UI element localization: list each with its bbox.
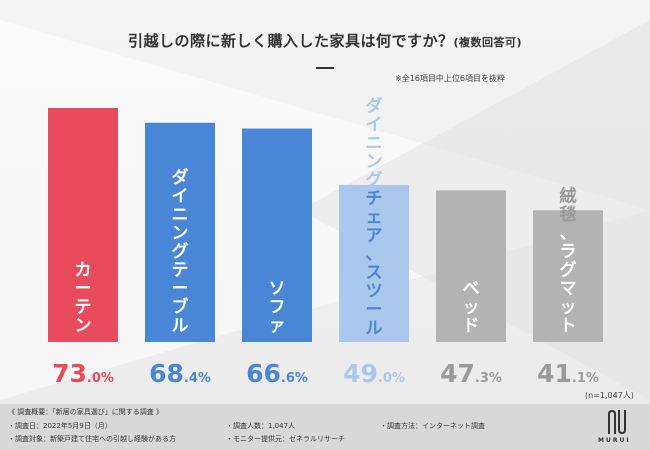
footer-method: ・調査方法：インターネット調査 bbox=[380, 422, 485, 430]
bar-label-6: 絨毯、ラグマット bbox=[560, 186, 577, 337]
title-underline bbox=[316, 67, 334, 69]
bar-6 bbox=[533, 210, 603, 342]
value-label-5: 47.3% bbox=[440, 359, 502, 388]
bar-1 bbox=[48, 108, 118, 342]
chart-title: 引越しの際に新しく購入した家具は何ですか？(複数回答可) bbox=[0, 30, 650, 51]
footer-heading: 《 調査概要：「新居の家具選び」に関する調査 》 bbox=[8, 408, 163, 416]
bar-label-1: カーテン bbox=[75, 261, 92, 337]
value-label-4: 49.0% bbox=[343, 359, 405, 388]
bar-4 bbox=[339, 184, 409, 342]
sample-size-note: (n=1,047人) bbox=[585, 391, 634, 400]
brand-name: MURUI bbox=[598, 437, 631, 444]
footer-count: ・調査人数：1,047人 bbox=[226, 422, 296, 430]
value-label-6: 41.1% bbox=[537, 359, 599, 388]
footer-provider: ・モニター提供元：ゼネラルリサーチ bbox=[226, 435, 345, 443]
survey-footer: 《 調査概要：「新居の家具選び」に関する調査 》 ・調査日：2022年5月9日（… bbox=[0, 404, 650, 450]
bar-label-2: ダイニングテーブル bbox=[172, 167, 189, 336]
value-label-3: 66.6% bbox=[246, 359, 308, 388]
bar-5 bbox=[436, 190, 506, 342]
bar-label-5: ベッド bbox=[463, 279, 480, 336]
chart-title-main: 引越しの際に新しく購入した家具は何ですか？ bbox=[127, 32, 454, 50]
subset-note: ※全16項目中上位6項目を抜粋 bbox=[395, 74, 505, 83]
bar-3 bbox=[242, 128, 312, 342]
brand-logo-icon bbox=[608, 410, 626, 434]
value-label-1: 73.0% bbox=[52, 359, 114, 388]
chart-title-sub: (複数回答可) bbox=[453, 36, 523, 49]
footer-date: ・調査日：2022年5月9日（月） bbox=[8, 422, 112, 430]
footer-target: ・調査対象：新築戸建て住宅への引越し経験がある方 bbox=[8, 435, 176, 443]
bar-label-4: ダイニングチェア、スツール bbox=[366, 96, 383, 339]
bar-2 bbox=[145, 122, 215, 342]
value-label-2: 68.4% bbox=[149, 359, 211, 388]
bar-label-3: ソファ bbox=[269, 279, 286, 336]
